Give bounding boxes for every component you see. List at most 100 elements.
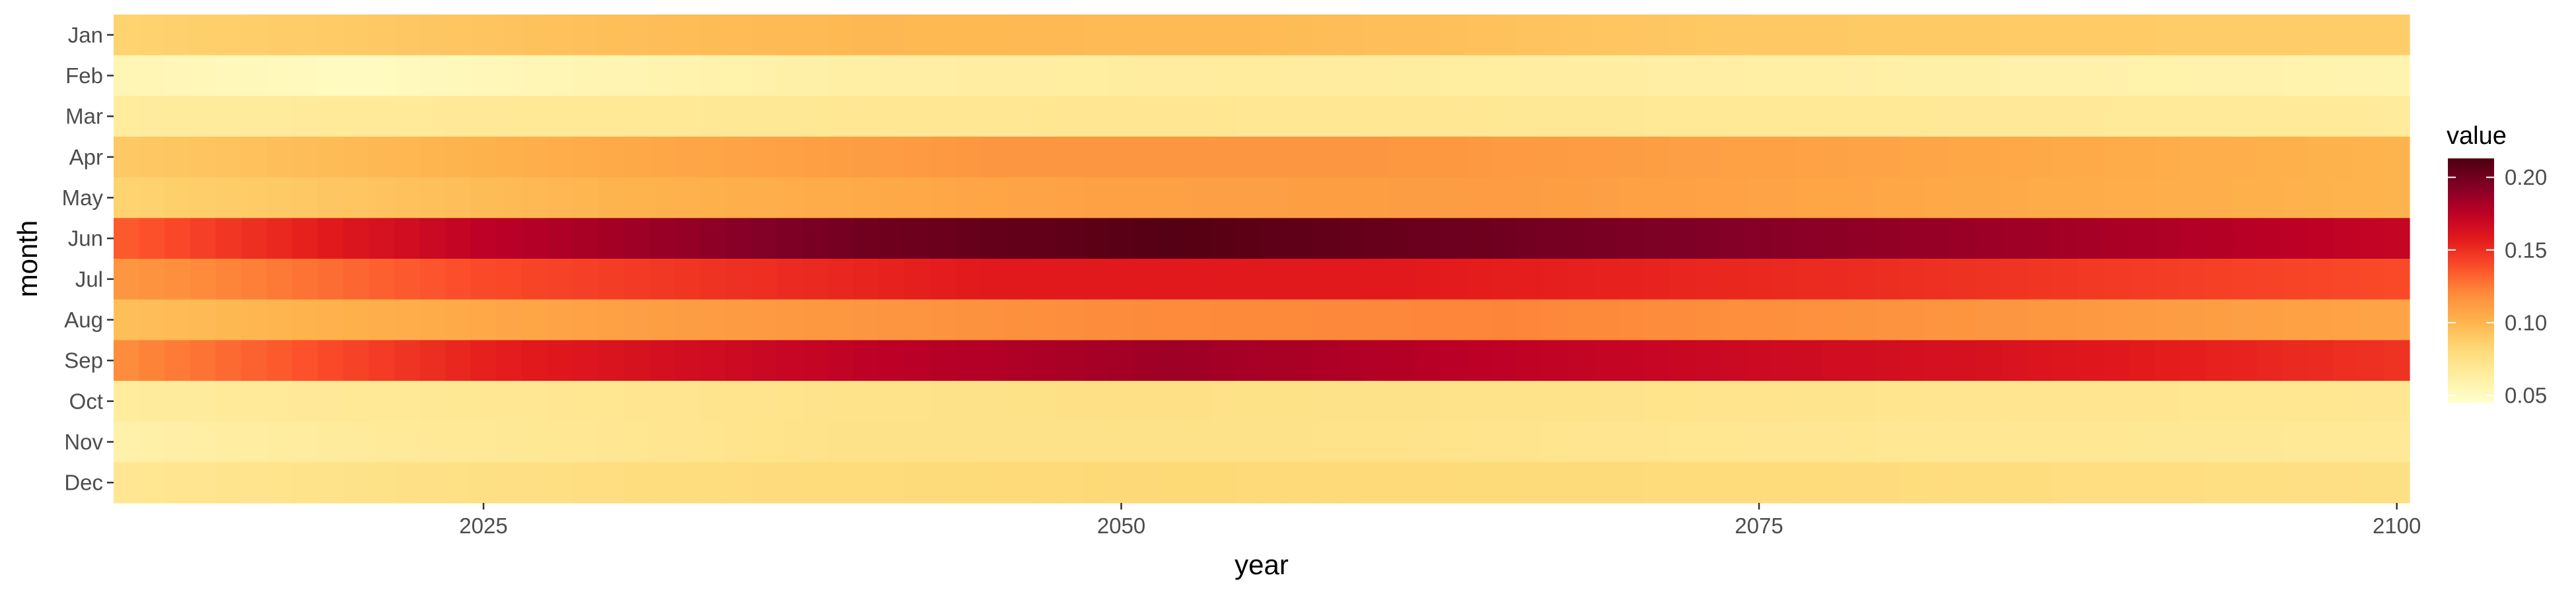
heatmap-cell (394, 259, 421, 300)
heatmap-cell (2333, 177, 2359, 218)
heatmap-cell (1159, 137, 1186, 178)
heatmap-cell (1517, 218, 1543, 259)
heatmap-cell (2001, 137, 2028, 178)
heatmap-cell (1262, 177, 1288, 218)
x-tick-label: 2075 (1735, 513, 1783, 538)
heatmap-cell (700, 218, 727, 259)
heatmap-cell (1899, 96, 1925, 137)
heatmap-cell (470, 299, 497, 341)
heatmap-cell (981, 381, 1007, 422)
heatmap-cell (777, 462, 803, 504)
heatmap-cell (1338, 137, 1365, 178)
heatmap-cell (1797, 299, 1824, 341)
heatmap-cell (2026, 55, 2053, 96)
heatmap-cell (1338, 259, 1365, 300)
heatmap-cell (1644, 55, 1670, 96)
heatmap-cell (1925, 137, 1951, 178)
heatmap-cell (853, 299, 880, 341)
heatmap-cell (317, 299, 344, 341)
heatmap-cell (802, 177, 829, 218)
heatmap-cell (1236, 15, 1262, 56)
heatmap-cell (1899, 421, 1925, 463)
heatmap-cell (674, 177, 701, 218)
heatmap-cell (2001, 421, 2028, 463)
heatmap-cell (955, 421, 982, 463)
y-tick-label: Dec (64, 471, 103, 495)
heatmap-cell (1440, 299, 1466, 341)
heatmap-cell (2256, 381, 2283, 422)
heatmap-cell (1185, 96, 1211, 137)
heatmap-cell (1542, 15, 1569, 56)
heatmap-cell (2307, 381, 2334, 422)
heatmap-cell (929, 299, 956, 341)
heatmap-cell (981, 259, 1007, 300)
heatmap-cell (1618, 96, 1645, 137)
heatmap-cell (547, 137, 573, 178)
heatmap-cell (598, 299, 625, 341)
heatmap-cell (2154, 218, 2180, 259)
heatmap-cell (521, 421, 548, 463)
heatmap-cell (2358, 137, 2384, 178)
heatmap-cell (624, 381, 650, 422)
heatmap-cell (2103, 259, 2129, 300)
heatmap-cell (2205, 218, 2232, 259)
heatmap-cell (955, 55, 982, 96)
heatmap-cell (955, 177, 982, 218)
heatmap-cell (929, 462, 956, 504)
heatmap-cell (2256, 299, 2283, 341)
heatmap-cell (1312, 299, 1339, 341)
heatmap-cell (1542, 299, 1569, 341)
heatmap-cell (1338, 177, 1365, 218)
heatmap-cell (2205, 340, 2232, 381)
heatmap-cell (521, 15, 548, 56)
heatmap-cell (2358, 218, 2384, 259)
heatmap-cell (725, 299, 752, 341)
heatmap-cell (547, 462, 573, 504)
heatmap-cell (1414, 381, 1441, 422)
heatmap-cell (725, 15, 752, 56)
heatmap-cell (1848, 381, 1875, 422)
heatmap-cell (1363, 137, 1390, 178)
heatmap-cell (1057, 259, 1084, 300)
heatmap-cell (164, 55, 191, 96)
heatmap-cell (878, 15, 905, 56)
heatmap-cell (1287, 55, 1313, 96)
heatmap-cell (292, 299, 318, 341)
heatmap-cell (1083, 15, 1109, 56)
heatmap-cell (1414, 137, 1441, 178)
heatmap-cell (547, 259, 573, 300)
heatmap-cell (1133, 55, 1161, 96)
heatmap-cell (292, 381, 318, 422)
heatmap-cell (369, 137, 395, 178)
heatmap-cell (1771, 15, 1798, 56)
heatmap-cell (2333, 259, 2359, 300)
heatmap-cell (1644, 462, 1670, 504)
heatmap-cell (521, 177, 548, 218)
heatmap-cell (2001, 299, 2028, 341)
heatmap-cell (1006, 177, 1032, 218)
legend-color-bar (2448, 158, 2494, 403)
heatmap-cell (343, 55, 369, 96)
heatmap-cell (598, 96, 625, 137)
heatmap-cell (700, 340, 727, 381)
heatmap-cell (164, 462, 191, 504)
heatmap-cell (1389, 259, 1415, 300)
heatmap-cell (1057, 96, 1084, 137)
heatmap-cell (2103, 15, 2129, 56)
heatmap-cell (266, 137, 293, 178)
heatmap-cell (419, 340, 446, 381)
heatmap-cell (369, 462, 395, 504)
heatmap-cell (1899, 55, 1925, 96)
heatmap-cell (878, 381, 905, 422)
heatmap-cell (1083, 299, 1109, 341)
heatmap-cell (1491, 299, 1517, 341)
heatmap-cell (1644, 259, 1670, 300)
heatmap-cell (1517, 177, 1543, 218)
heatmap-cell (2052, 421, 2079, 463)
heatmap-cell (1389, 96, 1415, 137)
heatmap-cell (139, 259, 165, 300)
heatmap-cell (2154, 462, 2180, 504)
heatmap-cell (1593, 137, 1620, 178)
heatmap-cell (1618, 218, 1645, 259)
heatmap-cell (1746, 177, 1773, 218)
